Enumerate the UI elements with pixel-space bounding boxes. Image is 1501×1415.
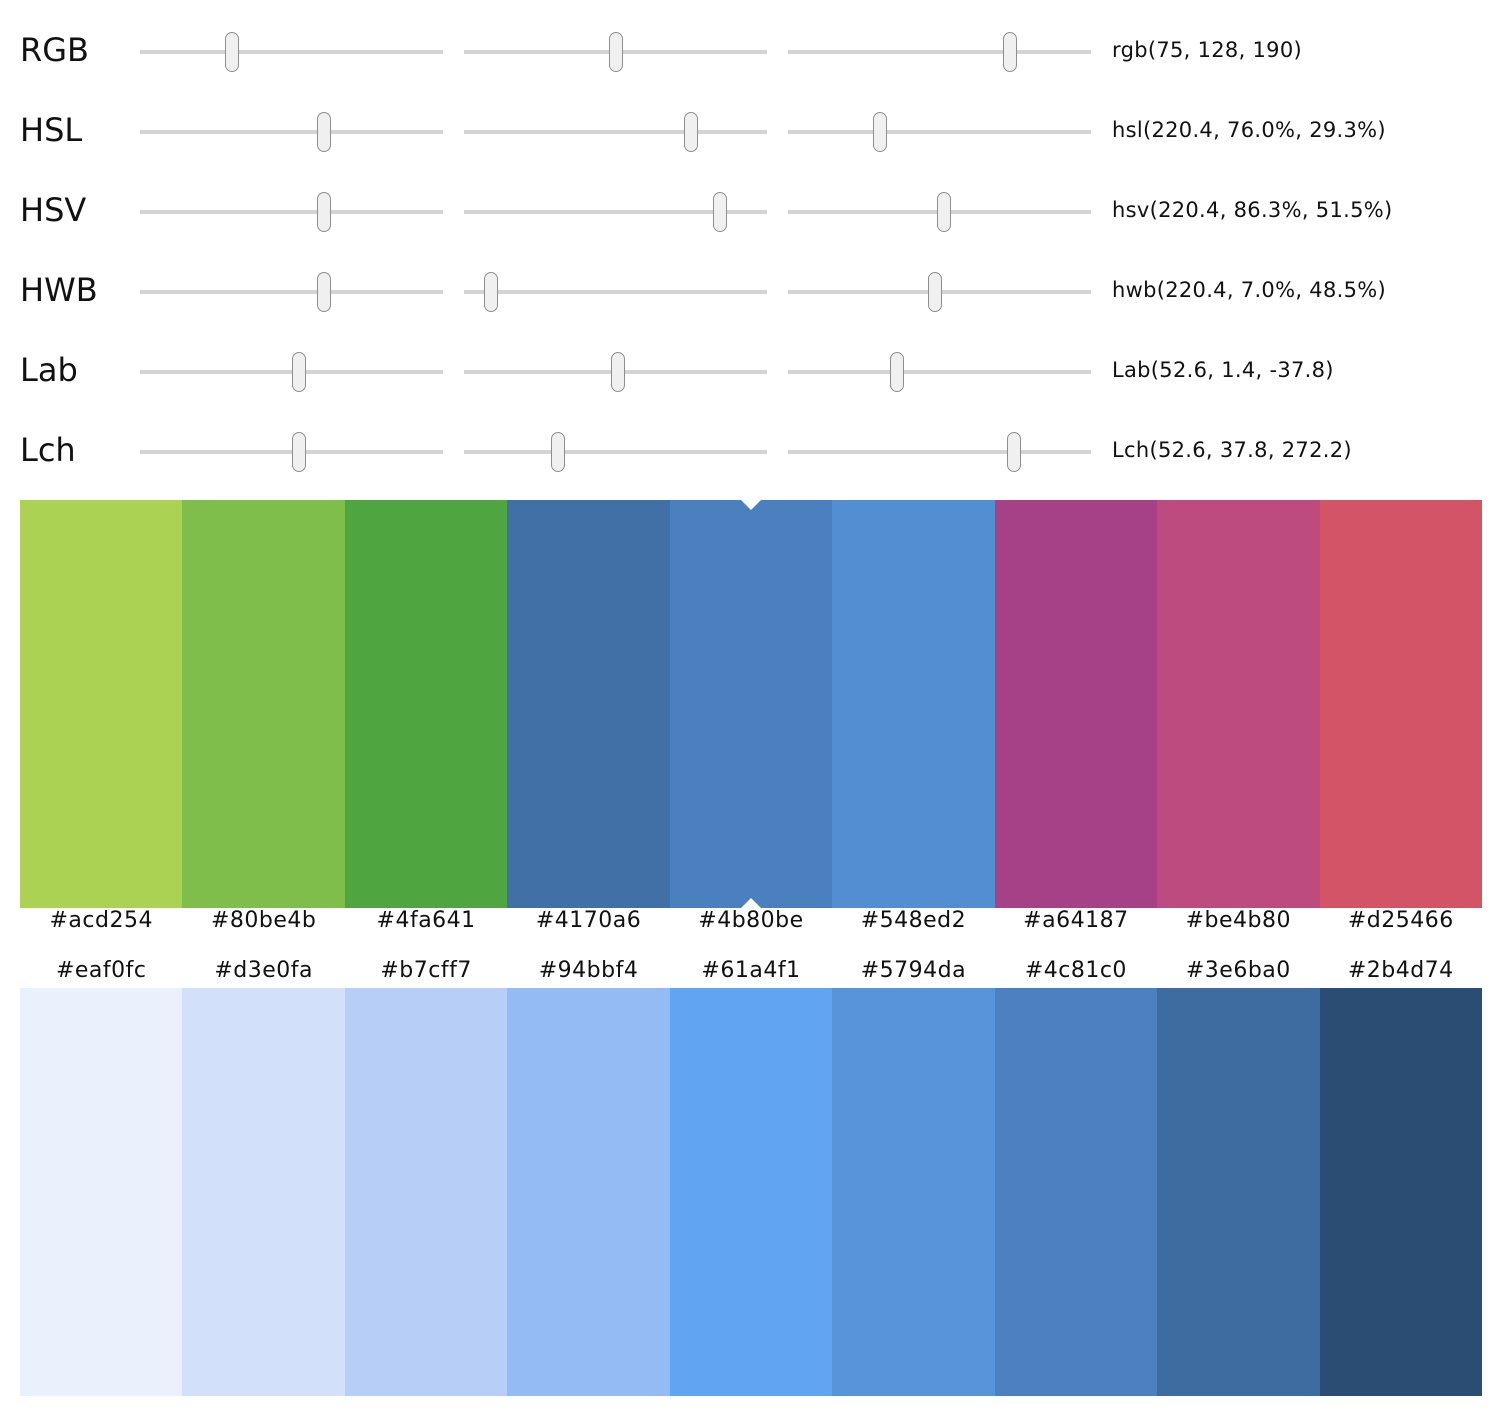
slider-thumb[interactable] <box>1003 32 1018 72</box>
slider-thumb[interactable] <box>484 272 499 312</box>
swatch-bottom[interactable] <box>994 988 1158 1396</box>
swatch-top[interactable] <box>832 500 996 908</box>
slider-thumb[interactable] <box>609 32 624 72</box>
model-value: hwb(220.4, 7.0%, 48.5%) <box>1112 278 1386 302</box>
swatch-hex: #eaf0fc <box>55 958 147 983</box>
slider-track[interactable] <box>788 130 1091 134</box>
swatch-bottom[interactable] <box>832 988 996 1396</box>
model-value: Lch(52.6, 37.8, 272.2) <box>1112 438 1352 462</box>
swatch-hex: #2b4d74 <box>1347 958 1454 983</box>
slider-track[interactable] <box>788 50 1091 54</box>
model-value: hsl(220.4, 76.0%, 29.3%) <box>1112 118 1386 142</box>
swatch-top[interactable] <box>20 500 183 908</box>
swatch-hex: #4170a6 <box>535 908 642 933</box>
swatch-hex: #3e6ba0 <box>1185 958 1291 983</box>
slider-track[interactable] <box>788 450 1091 454</box>
model-label: RGB <box>20 31 89 69</box>
model-row-rgb: RGB rgb(75, 128, 190) <box>0 0 1501 80</box>
slider-track[interactable] <box>140 130 443 134</box>
swatch-hex: #80be4b <box>210 908 317 933</box>
slider-track[interactable] <box>140 50 443 54</box>
slider-thumb[interactable] <box>316 272 331 312</box>
swatch-hex: #94bbf4 <box>538 958 639 983</box>
swatch-hex: #a64187 <box>1023 908 1129 933</box>
swatch-hex: #b7cff7 <box>380 958 472 983</box>
swatch-bottom[interactable] <box>1157 988 1321 1396</box>
swatch-hex: #d3e0fa <box>214 958 313 983</box>
slider-thumb[interactable] <box>936 192 951 232</box>
model-row-hsl: HSL hsl(220.4, 76.0%, 29.3%) <box>0 80 1501 160</box>
slider-thumb[interactable] <box>1006 432 1021 472</box>
model-label: HSL <box>20 111 83 149</box>
swatch-top[interactable] <box>344 500 508 908</box>
selected-marker-top <box>741 500 761 510</box>
swatch-hex: #61a4f1 <box>701 958 801 983</box>
slider-track[interactable] <box>464 210 767 214</box>
slider-track[interactable] <box>464 290 767 294</box>
slider-track[interactable] <box>140 290 443 294</box>
swatch-top[interactable] <box>1319 500 1483 908</box>
swatch-bottom[interactable] <box>669 988 833 1396</box>
swatch-top[interactable] <box>994 500 1158 908</box>
slider-track[interactable] <box>464 130 767 134</box>
slider-track[interactable] <box>140 210 443 214</box>
swatch-top[interactable] <box>1157 500 1321 908</box>
swatch-hex: #548ed2 <box>860 908 967 933</box>
model-row-hsv: HSV hsv(220.4, 86.3%, 51.5%) <box>0 160 1501 240</box>
slider-thumb[interactable] <box>292 432 306 472</box>
slider-thumb[interactable] <box>225 32 239 72</box>
slider-track[interactable] <box>464 450 767 454</box>
selected-marker-bottom <box>741 898 761 908</box>
swatch-bottom[interactable] <box>20 988 183 1396</box>
slider-track[interactable] <box>788 370 1091 374</box>
model-row-lch: Lch Lch(52.6, 37.8, 272.2) <box>0 400 1501 480</box>
slider-thumb[interactable] <box>316 112 331 152</box>
swatch-bottom[interactable] <box>344 988 508 1396</box>
swatch-top[interactable] <box>507 500 671 908</box>
model-label: Lch <box>20 431 76 469</box>
swatch-hex: #be4b80 <box>1185 908 1292 933</box>
model-value: rgb(75, 128, 190) <box>1112 38 1302 62</box>
slider-track[interactable] <box>140 450 443 454</box>
slider-thumb[interactable] <box>872 112 887 152</box>
swatch-hex: #4b80be <box>698 908 804 933</box>
swatch-bottom[interactable] <box>182 988 346 1396</box>
swatch-hex: #4fa641 <box>376 908 476 933</box>
model-label: HWB <box>20 271 98 309</box>
slider-thumb[interactable] <box>551 432 566 472</box>
slider-thumb[interactable] <box>610 352 625 392</box>
model-label: Lab <box>20 351 78 389</box>
swatch-bottom[interactable] <box>1319 988 1483 1396</box>
slider-thumb[interactable] <box>683 112 698 152</box>
slider-thumb[interactable] <box>890 352 905 392</box>
slider-thumb[interactable] <box>292 352 306 392</box>
swatch-hex: #4c81c0 <box>1024 958 1127 983</box>
model-label: HSV <box>20 191 87 229</box>
swatch-hex: #5794da <box>860 958 967 983</box>
slider-thumb[interactable] <box>928 272 943 312</box>
slider-thumb[interactable] <box>713 192 728 232</box>
swatch-hex: #acd254 <box>49 908 153 933</box>
model-value: hsv(220.4, 86.3%, 51.5%) <box>1112 198 1393 222</box>
model-row-lab: Lab Lab(52.6, 1.4, -37.8) <box>0 320 1501 400</box>
slider-track[interactable] <box>140 370 443 374</box>
swatch-top[interactable] <box>182 500 346 908</box>
model-row-hwb: HWB hwb(220.4, 7.0%, 48.5%) <box>0 240 1501 320</box>
swatch-top[interactable] <box>669 500 833 908</box>
swatch-bottom[interactable] <box>507 988 671 1396</box>
slider-thumb[interactable] <box>316 192 331 232</box>
swatch-hex: #d25466 <box>1347 908 1454 933</box>
model-value: Lab(52.6, 1.4, -37.8) <box>1112 358 1334 382</box>
